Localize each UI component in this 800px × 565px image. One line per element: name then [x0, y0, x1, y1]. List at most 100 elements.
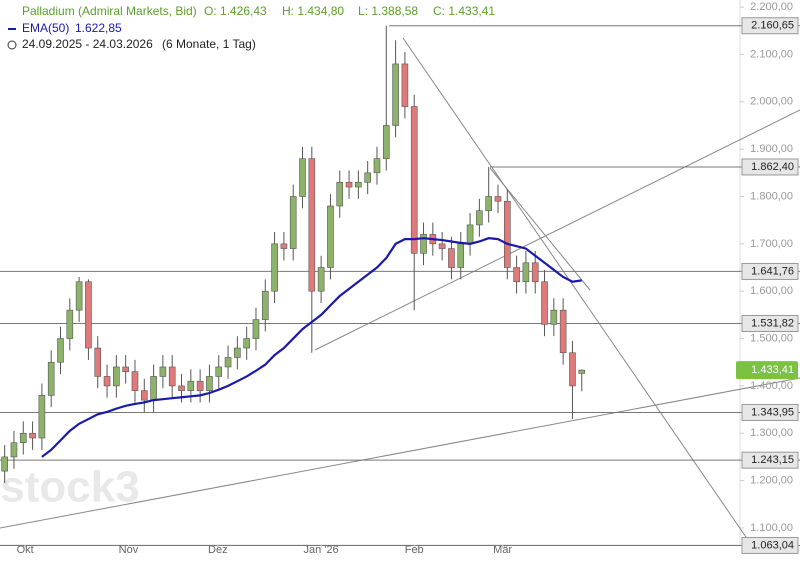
level-box — [741, 17, 799, 35]
candle-body — [317, 267, 325, 292]
candle-body — [168, 366, 176, 387]
y-tick-label: 2.000,00 — [750, 96, 793, 108]
ohlc-low: L: 1.388,58 — [358, 4, 418, 18]
candle-body — [234, 347, 241, 358]
candle-body — [494, 196, 502, 202]
candle-body — [94, 347, 102, 377]
ema-line — [41, 237, 582, 458]
trend-line — [0, 377, 800, 529]
ohlc-high: H: 1.434,80 — [282, 4, 344, 18]
trend-line — [489, 167, 591, 291]
candle-body — [1, 456, 8, 472]
x-tick-label: Dez — [208, 544, 228, 556]
y-tick-label: 1.700,00 — [750, 238, 793, 250]
candle-body — [382, 125, 390, 159]
candle-body — [196, 380, 204, 391]
y-tick-label: 1.400,00 — [750, 380, 793, 392]
candle-body — [336, 181, 344, 207]
candle-body — [47, 361, 55, 396]
ohlc-close: C: 1.433,41 — [433, 4, 495, 18]
candle-body — [513, 267, 520, 283]
candle-body — [10, 442, 18, 458]
y-tick-label: 1.100,00 — [750, 522, 793, 534]
x-tick-label: Jan '26 — [304, 544, 339, 556]
candle-body — [150, 376, 157, 401]
candle-body — [140, 390, 148, 401]
legend-ema-value: 1.622,85 — [75, 21, 122, 35]
level-label: 1.531,82 — [751, 317, 794, 329]
candle-body — [122, 366, 129, 372]
x-tick-label: Mär — [493, 544, 512, 556]
level-label: 1.862,40 — [751, 161, 794, 173]
candle-body — [113, 366, 120, 387]
y-tick-label: 2.100,00 — [750, 48, 793, 60]
y-tick-label: 1.900,00 — [750, 143, 793, 155]
candle-body — [569, 352, 576, 387]
candle-body — [19, 432, 27, 444]
candle-body — [410, 106, 418, 254]
candle-body — [559, 309, 567, 354]
candle-body — [187, 380, 195, 391]
candle-body — [522, 262, 530, 283]
candle-body — [289, 196, 297, 249]
candle-body — [392, 63, 399, 126]
level-box — [741, 262, 799, 280]
candle-body — [252, 319, 260, 339]
candle-body — [448, 248, 455, 268]
level-box — [741, 314, 799, 332]
x-tick-label: Nov — [119, 544, 139, 556]
y-tick-label: 2.200,00 — [750, 1, 793, 13]
level-label: 1.243,15 — [751, 454, 794, 466]
candle-body — [578, 369, 586, 374]
candle-body — [280, 243, 288, 249]
y-tick-label: 1.600,00 — [750, 285, 793, 297]
candle-body — [438, 243, 446, 249]
y-tick-label: 1.800,00 — [750, 190, 793, 202]
candle-body — [299, 158, 306, 197]
candle-body — [485, 196, 492, 212]
instrument: Palladium (Admiral Markets, Bid) — [22, 4, 197, 18]
y-tick-label: 1.300,00 — [750, 427, 793, 439]
candle-body — [29, 432, 36, 439]
candle-body — [261, 290, 269, 320]
trend-line — [402, 37, 749, 541]
level-box — [741, 158, 799, 176]
level-label: 2.160,65 — [751, 20, 794, 32]
candle-body — [224, 357, 232, 368]
candle-body — [531, 262, 539, 283]
candle-body — [38, 395, 46, 439]
level-box — [741, 536, 799, 554]
x-tick-label: Okt — [17, 544, 34, 556]
candle-body — [345, 181, 353, 188]
candle-body — [85, 281, 92, 349]
candle-body — [401, 63, 409, 107]
candle-body — [178, 385, 185, 391]
candle-body — [364, 172, 371, 183]
candle-body — [66, 309, 74, 339]
trend-line — [314, 109, 800, 351]
candle-body — [215, 366, 223, 377]
watermark: stock3 — [0, 463, 139, 512]
candle-body — [373, 158, 381, 174]
level-label: 1.641,76 — [751, 265, 794, 277]
candle-body — [271, 243, 278, 292]
candle-body — [503, 200, 511, 268]
date-range: 24.09.2025 - 24.03.2026 — [22, 37, 153, 51]
candle-body — [466, 224, 474, 245]
candle-body — [550, 309, 558, 325]
candle-body — [131, 371, 139, 391]
level-box — [741, 451, 799, 469]
candle-body — [355, 181, 362, 188]
candle-body — [327, 205, 334, 268]
candle-body — [457, 243, 465, 268]
y-tick-label: 1.200,00 — [750, 475, 793, 487]
level-label: 1.343,95 — [751, 406, 794, 418]
level-label: 1.063,04 — [751, 539, 794, 551]
ohlc-open: O: 1.426,43 — [204, 4, 267, 18]
last-price-box — [736, 361, 798, 380]
legend-ema: EMA(50) — [22, 21, 69, 35]
candle-body — [159, 366, 167, 377]
candle-body — [206, 376, 213, 391]
candle-body — [308, 158, 316, 292]
